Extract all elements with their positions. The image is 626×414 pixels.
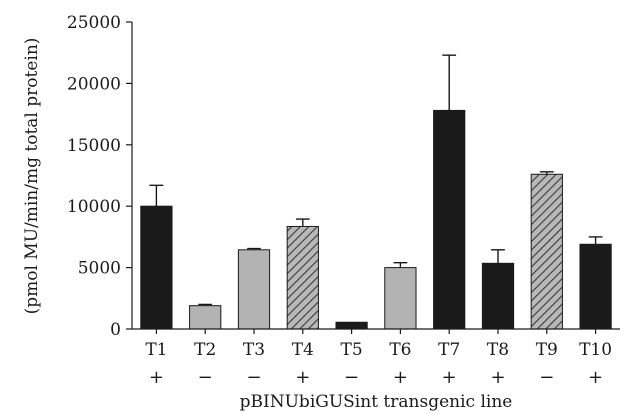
sign-label-t8: + bbox=[490, 367, 505, 388]
sign-label-t4: + bbox=[295, 367, 310, 388]
category-label-t3: T3 bbox=[243, 340, 265, 360]
bar-t4 bbox=[286, 225, 319, 330]
category-label-t1: T1 bbox=[145, 340, 167, 360]
sign-label-t6: + bbox=[393, 367, 408, 388]
error-bars-group bbox=[149, 54, 603, 306]
category-label-t2: T2 bbox=[194, 340, 216, 360]
y-tick-label: 25000 bbox=[67, 13, 121, 33]
error-bar-t2 bbox=[198, 303, 213, 306]
bar-t3 bbox=[237, 249, 271, 330]
bars-group bbox=[140, 109, 612, 330]
bar-t6 bbox=[384, 267, 417, 330]
y-tick-label: 20000 bbox=[67, 74, 121, 94]
y-tick-label: 5000 bbox=[78, 259, 121, 279]
bar-t8 bbox=[481, 262, 515, 330]
y-tick-label: 15000 bbox=[67, 136, 121, 156]
error-bar-t7 bbox=[442, 54, 457, 111]
category-label-t8: T8 bbox=[487, 340, 509, 360]
y-axis-ticks: 0 5000 10000 15000 20000 25000 bbox=[67, 13, 132, 340]
y-tick-label: 10000 bbox=[67, 197, 121, 217]
category-label-t7: T7 bbox=[438, 340, 460, 360]
sign-label-t7: + bbox=[442, 367, 457, 388]
y-tick-label: 0 bbox=[110, 320, 121, 340]
sign-labels: + − − + − + + + − + bbox=[149, 367, 603, 388]
bar-t7 bbox=[433, 109, 466, 330]
sign-label-t1: + bbox=[149, 367, 164, 388]
sign-label-t9: − bbox=[539, 367, 554, 388]
category-label-t10: T10 bbox=[579, 340, 612, 360]
error-bar-t1 bbox=[149, 184, 164, 207]
x-axis-label: pBINUbiGUSint transgenic line bbox=[240, 392, 513, 412]
sign-label-t2: − bbox=[198, 367, 213, 388]
error-bar-t3 bbox=[247, 247, 261, 250]
category-label-t6: T6 bbox=[389, 340, 411, 360]
category-label-t9: T9 bbox=[536, 340, 558, 360]
sign-label-t3: − bbox=[246, 367, 261, 388]
error-bar-t4 bbox=[295, 218, 310, 227]
bar-t5 bbox=[335, 321, 368, 330]
bar-t9 bbox=[530, 173, 563, 330]
sign-label-t5: − bbox=[344, 367, 359, 388]
error-bar-t8 bbox=[491, 249, 505, 264]
error-bar-t6 bbox=[393, 261, 408, 268]
error-bar-t10 bbox=[588, 236, 603, 245]
category-label-t4: T4 bbox=[292, 340, 314, 360]
bar-t10 bbox=[579, 243, 612, 330]
bar-t1 bbox=[140, 205, 173, 330]
sign-label-t10: + bbox=[588, 367, 603, 388]
bar-t2 bbox=[189, 305, 222, 330]
category-label-t5: T5 bbox=[341, 340, 363, 360]
y-axis-label: (pmol MU/min/mg total protein) bbox=[22, 38, 42, 315]
category-labels: T1 T2 T3 T4 T5 T6 T7 T8 T9 T10 bbox=[145, 329, 612, 360]
error-bar-t9 bbox=[539, 171, 554, 175]
